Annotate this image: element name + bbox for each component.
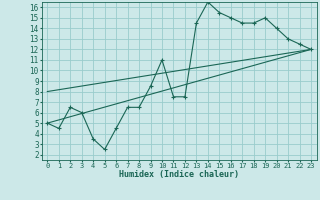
X-axis label: Humidex (Indice chaleur): Humidex (Indice chaleur)	[119, 170, 239, 179]
